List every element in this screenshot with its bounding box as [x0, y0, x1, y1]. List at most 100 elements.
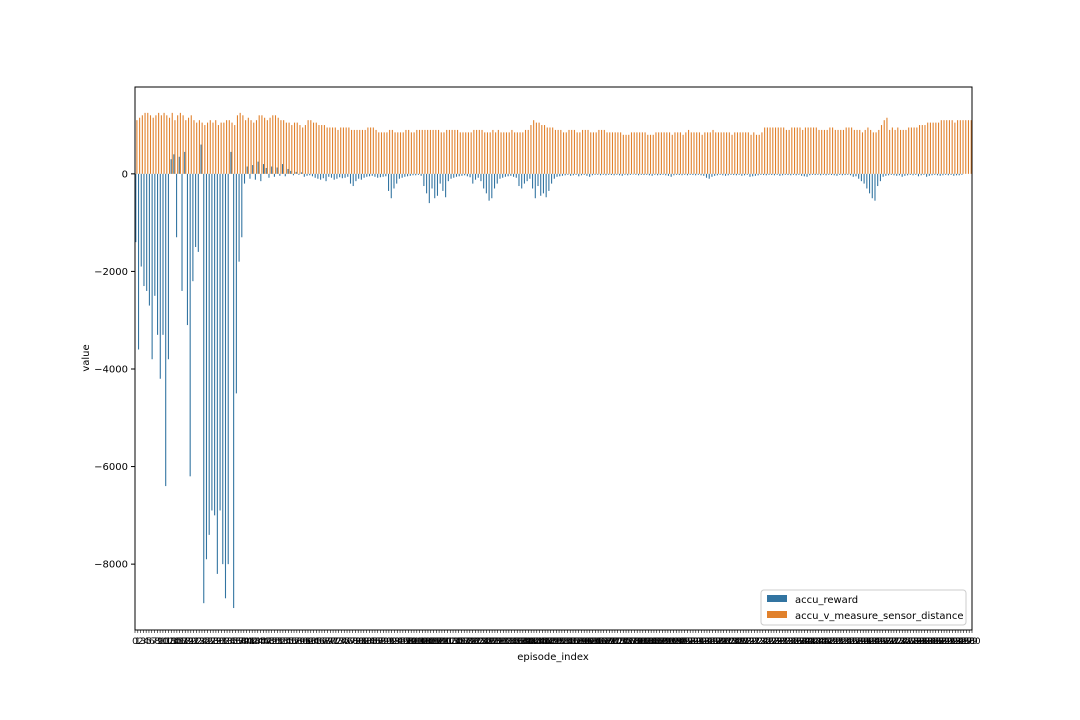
bar-accu-v-measure-sensor-distance-78 [348, 127, 350, 174]
x-tick-label: 85 [366, 637, 377, 647]
bar-accu-v-measure-sensor-distance-305 [965, 120, 967, 174]
bar-accu-reward-33 [224, 173, 227, 599]
x-tick-label: 89 [378, 637, 390, 647]
bar-accu-v-measure-sensor-distance-54 [283, 120, 285, 174]
bar-accu-reward-187 [643, 173, 645, 176]
bar-accu-reward-137 [507, 173, 509, 177]
bar-accu-reward-183 [632, 173, 634, 175]
bar-accu-reward-201 [681, 173, 683, 176]
bar-accu-v-measure-sensor-distance-49 [269, 117, 271, 174]
x-tick-label: 61 [299, 637, 310, 647]
bar-accu-reward-278 [890, 173, 892, 175]
bar-accu-reward-4 [146, 173, 148, 291]
bar-accu-v-measure-sensor-distance-252 [821, 129, 823, 174]
bar-accu-v-measure-sensor-distance-35 [231, 122, 233, 174]
bar-accu-v-measure-sensor-distance-237 [780, 127, 782, 174]
bar-accu-v-measure-sensor-distance-136 [505, 132, 508, 174]
bar-accu-v-measure-sensor-distance-4 [147, 112, 149, 174]
bar-accu-v-measure-sensor-distance-19 [187, 117, 190, 174]
x-tick-label: 53 [277, 637, 288, 647]
bar-accu-v-measure-sensor-distance-284 [908, 127, 910, 174]
x-tick-label: 272 [885, 637, 902, 647]
bar-accu-reward-90 [379, 173, 381, 178]
bar-accu-v-measure-sensor-distance-288 [919, 125, 921, 174]
bar-accu-v-measure-sensor-distance-112 [440, 132, 442, 174]
bar-accu-reward-275 [882, 173, 884, 177]
x-tick-label: 92 [386, 637, 397, 647]
x-tick-label: 201 [687, 637, 704, 647]
bar-accu-v-measure-sensor-distance-161 [573, 129, 575, 174]
bar-accu-reward-256 [830, 173, 833, 176]
x-tick-label: 81 [355, 637, 366, 647]
bar-accu-reward-269 [866, 173, 868, 189]
bar-accu-reward-120 [461, 173, 463, 176]
bar-accu-reward-176 [613, 173, 615, 176]
bar-accu-reward-23 [197, 173, 199, 252]
x-tick-label: 134 [500, 637, 517, 647]
bar-accu-reward-304 [961, 173, 963, 175]
bar-accu-reward-148 [537, 173, 539, 187]
bar-accu-v-measure-sensor-distance-286 [913, 127, 915, 174]
x-tick-label: 264 [863, 637, 880, 647]
bar-accu-reward-140 [515, 173, 517, 178]
x-tick-label: 37 [233, 637, 244, 647]
bar-accu-v-measure-sensor-distance-198 [674, 132, 676, 174]
bar-accu-reward-220 [733, 173, 735, 176]
x-tick-label: 165 [587, 637, 604, 647]
bar-accu-reward-274 [879, 173, 881, 182]
bar-accu-reward-74 [336, 173, 338, 179]
bar-accu-reward-5 [148, 173, 150, 306]
x-tick-label: 152 [550, 637, 567, 647]
bar-accu-reward-104 [417, 173, 419, 175]
bar-accu-reward-147 [534, 173, 536, 199]
bar-accu-v-measure-sensor-distance-102 [413, 132, 415, 174]
x-tick-label: 299 [961, 637, 978, 647]
bar-accu-v-measure-sensor-distance-115 [448, 129, 450, 174]
x-tick-label: 32 [219, 637, 230, 647]
bar-accu-reward-60 [298, 173, 300, 175]
bar-accu-reward-124 [472, 173, 474, 184]
bar-accu-v-measure-sensor-distance-77 [345, 127, 347, 174]
x-tick-label: 284 [919, 637, 936, 647]
bar-accu-v-measure-sensor-distance-125 [476, 129, 478, 174]
bar-accu-reward-218 [727, 173, 729, 176]
x-tick-label: 24 [196, 637, 208, 647]
x-tick-label: 14 [168, 637, 180, 647]
bar-accu-v-measure-sensor-distance-220 [734, 132, 736, 174]
bar-accu-v-measure-sensor-distance-80 [353, 129, 355, 174]
y-tick-label: −2000 [94, 267, 128, 278]
bar-accu-reward-125 [474, 173, 477, 180]
bar-accu-v-measure-sensor-distance-228 [755, 134, 758, 174]
bar-accu-reward-293 [931, 173, 933, 176]
bar-accu-v-measure-sensor-distance-146 [533, 120, 535, 174]
bar-accu-v-measure-sensor-distance-63 [307, 120, 309, 174]
bar-accu-v-measure-sensor-distance-81 [356, 129, 358, 174]
x-tick-label: 157 [564, 637, 581, 647]
bar-accu-reward-92 [385, 173, 387, 177]
x-tick-label: 50 [269, 637, 281, 647]
bar-accu-reward-100 [407, 173, 409, 177]
x-tick-label: 116 [450, 637, 467, 647]
x-tick-label: 103 [414, 637, 431, 647]
bar-accu-v-measure-sensor-distance-232 [766, 127, 768, 174]
bar-accu-v-measure-sensor-distance-301 [954, 122, 956, 174]
bar-accu-v-measure-sensor-distance-250 [815, 127, 817, 174]
x-tick-label: 183 [637, 637, 654, 647]
x-tick-label: 10 [157, 637, 169, 647]
bar-accu-reward-219 [730, 173, 732, 175]
x-tick-label: 44 [252, 637, 264, 647]
bar-accu-v-measure-sensor-distance-212 [712, 129, 714, 174]
x-tick-label: 128 [484, 637, 501, 647]
bar-accu-v-measure-sensor-distance-145 [530, 125, 532, 174]
bar-accu-reward-161 [572, 173, 574, 176]
x-tick-label: 204 [696, 637, 713, 647]
bar-accu-reward-259 [839, 173, 841, 175]
bar-accu-v-measure-sensor-distance-15 [177, 115, 179, 174]
x-tick-label: 177 [620, 637, 637, 647]
bar-accu-reward-233 [768, 173, 770, 175]
x-tick-label: 235 [782, 637, 799, 647]
legend: accu_reward accu_v_measure_sensor_distan… [760, 589, 967, 626]
x-tick-label: 52 [274, 637, 285, 647]
x-tick-label: 280 [908, 637, 925, 647]
bar-accu-v-measure-sensor-distance-186 [641, 132, 643, 174]
